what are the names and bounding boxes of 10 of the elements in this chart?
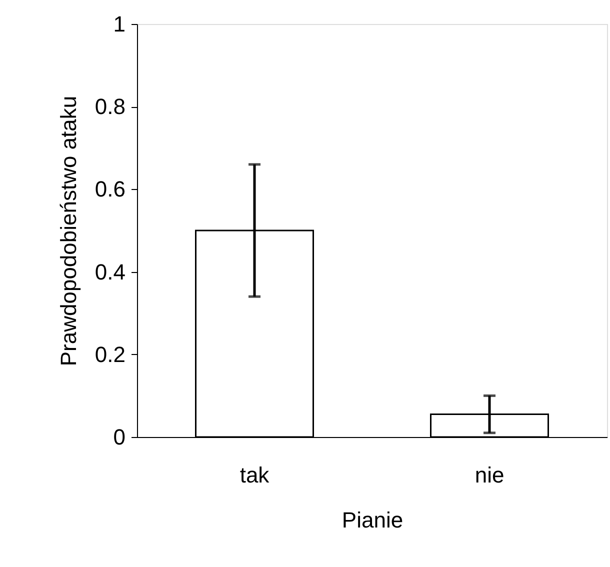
x-tick-label: nie (474, 462, 504, 488)
y-axis-title: Prawdopodobieństwo ataku (56, 96, 81, 366)
y-tick-label: 0.2 (94, 342, 126, 367)
y-tick-label: 1 (113, 12, 126, 36)
y-tick-label: 0.8 (94, 94, 126, 120)
x-axis-title: Pianie (342, 508, 404, 532)
y-tick-label: 0.6 (94, 176, 126, 202)
y-tick-label: 0.4 (94, 259, 126, 284)
x-tick-label: tak (240, 462, 270, 488)
y-tick-label: 0 (113, 424, 126, 450)
